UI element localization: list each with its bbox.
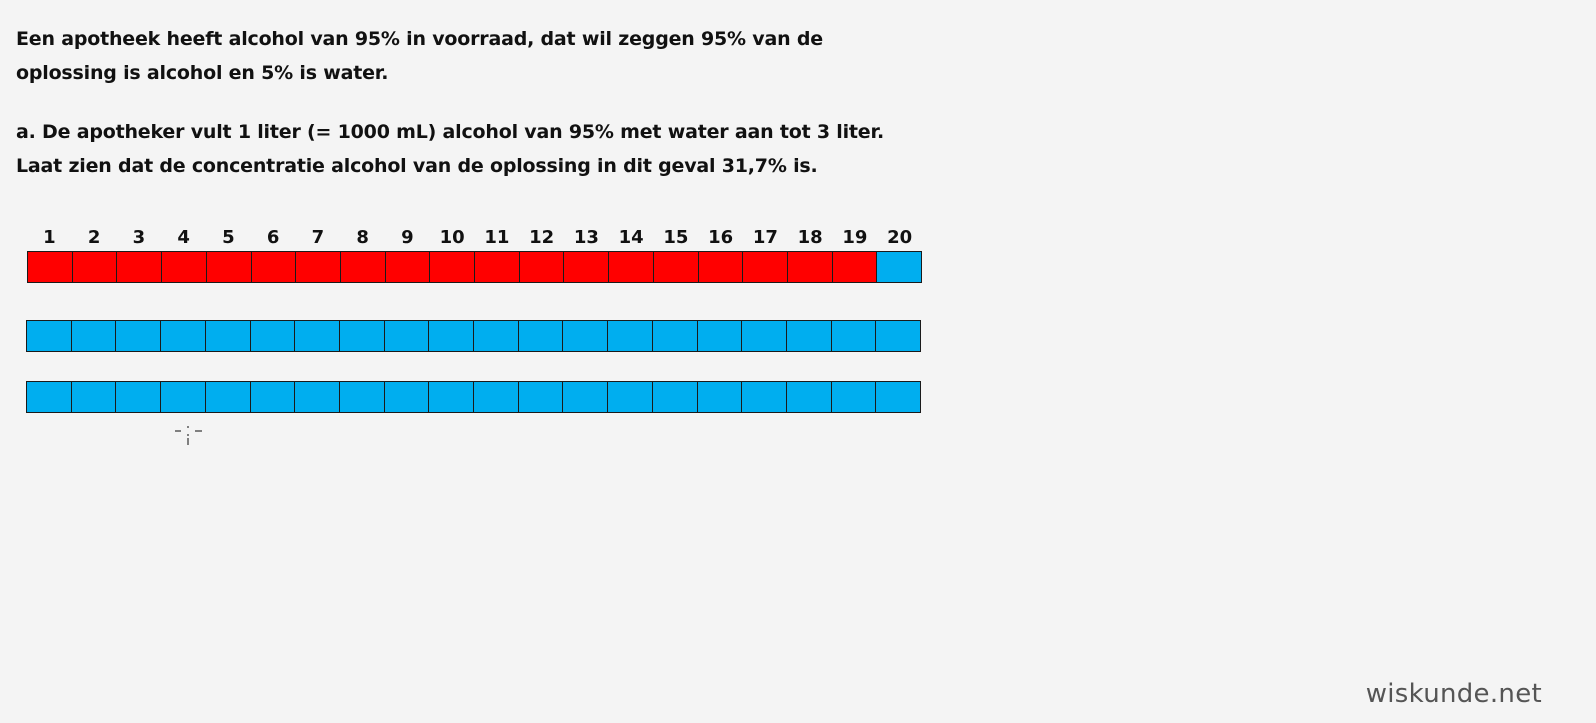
water-cell xyxy=(383,381,430,413)
water-cell xyxy=(70,381,117,413)
part-a-text: a. De apotheker vult 1 liter (= 1000 mL)… xyxy=(16,115,884,183)
water-cell xyxy=(115,381,162,413)
water-cell xyxy=(876,251,923,283)
alcohol-cell xyxy=(563,251,610,283)
column-label-12: 12 xyxy=(529,227,555,248)
column-label-19: 19 xyxy=(842,227,868,248)
column-label-13: 13 xyxy=(573,227,599,248)
water-cell xyxy=(562,381,609,413)
water-cell xyxy=(26,381,72,413)
alcohol-cell xyxy=(71,251,118,283)
column-label-16: 16 xyxy=(708,227,734,248)
alcohol-cell xyxy=(474,251,520,283)
alcohol-cell xyxy=(697,251,744,283)
alcohol-cell xyxy=(608,251,654,283)
water-cell xyxy=(875,320,922,352)
column-label-2: 2 xyxy=(87,227,101,248)
water-cell xyxy=(249,320,296,352)
column-label-11: 11 xyxy=(484,227,510,248)
bar-row-2 xyxy=(26,320,922,352)
water-cell xyxy=(651,320,698,352)
column-label-3: 3 xyxy=(132,227,146,248)
column-label-15: 15 xyxy=(663,227,689,248)
alcohol-cell xyxy=(518,251,565,283)
water-cell xyxy=(473,320,519,352)
column-number-labels: 1 2 3 4 5 6 7 8 9 10 11 12 13 14 15 16 17 18 19 20 xyxy=(27,224,922,252)
column-label-5: 5 xyxy=(222,227,235,248)
water-cell xyxy=(338,381,385,413)
alcohol-cell xyxy=(116,251,163,283)
water-cell xyxy=(204,381,251,413)
water-cell xyxy=(607,320,653,352)
alcohol-cell xyxy=(786,251,833,283)
water-cell xyxy=(160,320,206,352)
alcohol-cell xyxy=(27,251,73,283)
column-label-14: 14 xyxy=(618,227,644,248)
water-cell xyxy=(338,320,385,352)
column-label-20: 20 xyxy=(887,227,913,248)
alcohol-cell xyxy=(250,251,297,283)
alcohol-cell xyxy=(205,251,252,283)
water-cell xyxy=(651,381,698,413)
water-cell xyxy=(115,320,162,352)
water-cell xyxy=(830,381,877,413)
water-cell xyxy=(741,381,787,413)
alcohol-cell xyxy=(831,251,878,283)
water-cell xyxy=(26,320,72,352)
water-cell xyxy=(294,381,340,413)
column-label-9: 9 xyxy=(401,227,414,248)
alcohol-cell xyxy=(742,251,788,283)
water-cell xyxy=(830,320,877,352)
water-cell xyxy=(428,381,475,413)
water-cell xyxy=(249,381,296,413)
intro-text: Een apotheek heeft alcohol van 95% in vo… xyxy=(16,22,823,90)
water-cell xyxy=(383,320,430,352)
water-cell xyxy=(607,381,653,413)
alcohol-cell xyxy=(295,251,341,283)
column-label-1: 1 xyxy=(43,227,56,248)
water-cell xyxy=(204,320,251,352)
bar-row-1 xyxy=(27,251,923,283)
column-label-8: 8 xyxy=(356,227,369,248)
water-cell xyxy=(741,320,787,352)
water-cell xyxy=(517,381,564,413)
intro-line-1: Een apotheek heeft alcohol van 95% in vo… xyxy=(16,28,823,50)
alcohol-cell xyxy=(161,251,207,283)
water-cell xyxy=(562,320,609,352)
water-cell xyxy=(473,381,519,413)
water-cell xyxy=(160,381,206,413)
water-cell xyxy=(70,320,117,352)
bar-row-3 xyxy=(26,381,922,413)
water-cell xyxy=(294,320,340,352)
water-cell xyxy=(785,381,832,413)
alcohol-cell xyxy=(429,251,476,283)
water-cell xyxy=(696,381,743,413)
column-label-18: 18 xyxy=(797,227,823,248)
column-label-6: 6 xyxy=(266,227,280,248)
water-cell xyxy=(696,320,743,352)
intro-line-2: oplossing is alcohol en 5% is water. xyxy=(16,62,389,84)
column-label-7: 7 xyxy=(311,227,325,248)
water-cell xyxy=(428,320,475,352)
column-label-10: 10 xyxy=(439,227,465,248)
crosshair-cursor-icon xyxy=(175,426,202,445)
alcohol-cell xyxy=(339,251,386,283)
water-cell xyxy=(785,320,832,352)
part-a-line-1: a. De apotheker vult 1 liter (= 1000 mL)… xyxy=(16,121,884,143)
water-cell xyxy=(875,381,922,413)
watermark-logo: wiskunde.net xyxy=(1365,679,1542,709)
column-label-4: 4 xyxy=(177,227,190,248)
column-label-17: 17 xyxy=(752,227,778,248)
part-a-line-2: Laat zien dat de concentratie alcohol va… xyxy=(16,155,818,177)
alcohol-cell xyxy=(652,251,699,283)
water-cell xyxy=(517,320,564,352)
alcohol-cell xyxy=(384,251,431,283)
